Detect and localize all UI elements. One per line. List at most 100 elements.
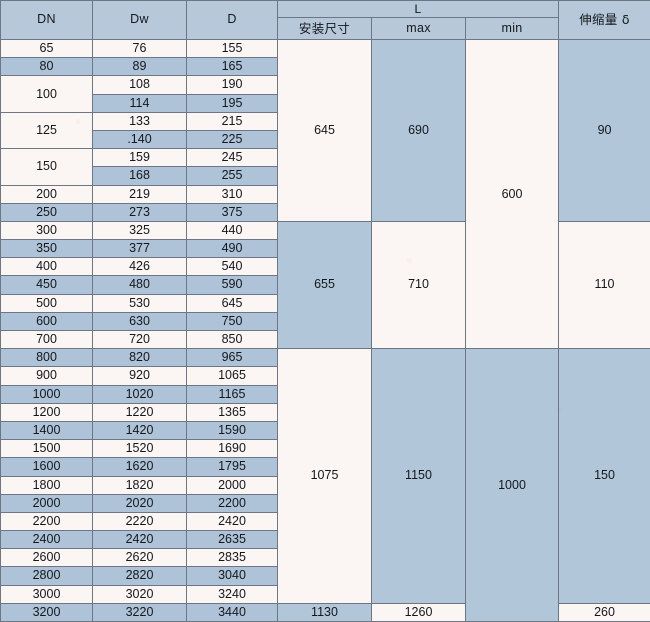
cell-install: 655	[278, 221, 372, 348]
cell-dw: 168	[93, 167, 187, 185]
cell-dw: 133	[93, 112, 187, 130]
cell-max: 1150	[372, 349, 466, 604]
column-header-dw: Dw	[93, 1, 187, 40]
cell-dn: 1600	[1, 458, 93, 476]
cell-d: 255	[187, 167, 278, 185]
cell-install: 645	[278, 40, 372, 222]
cell-dw: 1020	[93, 385, 187, 403]
cell-dn: 400	[1, 258, 93, 276]
cell-d: 1690	[187, 440, 278, 458]
cell-dn: 1200	[1, 403, 93, 421]
cell-dn: 250	[1, 203, 93, 221]
cell-dn: 2000	[1, 494, 93, 512]
cell-delta: 150	[559, 349, 650, 604]
cell-dn: 1800	[1, 476, 93, 494]
cell-dw: 1620	[93, 458, 187, 476]
cell-d: 310	[187, 185, 278, 203]
cell-dw: 325	[93, 221, 187, 239]
table-header: DN Dw D L 伸缩量 δ 安装尺寸 max min	[1, 1, 650, 40]
cell-dn: 65	[1, 40, 93, 58]
cell-d: 2635	[187, 531, 278, 549]
cell-dw: 114	[93, 94, 187, 112]
cell-dw: 76	[93, 40, 187, 58]
cell-dw: 1820	[93, 476, 187, 494]
cell-d: 245	[187, 149, 278, 167]
cell-dn: 2400	[1, 531, 93, 549]
cell-dw: 377	[93, 240, 187, 258]
cell-dw: 2820	[93, 567, 187, 585]
cell-d: 965	[187, 349, 278, 367]
cell-d: 1590	[187, 421, 278, 439]
cell-dw: 1220	[93, 403, 187, 421]
cell-dn: 1500	[1, 440, 93, 458]
cell-dw: 630	[93, 312, 187, 330]
cell-dw: 273	[93, 203, 187, 221]
cell-d: 850	[187, 331, 278, 349]
cell-d: 215	[187, 112, 278, 130]
cell-max: 710	[372, 221, 466, 348]
cell-dn: 1000	[1, 385, 93, 403]
cell-d: 165	[187, 58, 278, 76]
cell-d: 540	[187, 258, 278, 276]
cell-max: 690	[372, 40, 466, 222]
cell-d: 3240	[187, 585, 278, 603]
cell-dn: 100	[1, 76, 93, 112]
cell-dw: 920	[93, 367, 187, 385]
cell-delta: 90	[559, 40, 650, 222]
cell-dn: 450	[1, 276, 93, 294]
cell-dw: 108	[93, 76, 187, 94]
cell-d: 1365	[187, 403, 278, 421]
cell-d: 440	[187, 221, 278, 239]
cell-dw: 2620	[93, 549, 187, 567]
cell-dw: 2220	[93, 512, 187, 530]
cell-d: 155	[187, 40, 278, 58]
cell-dw: 2420	[93, 531, 187, 549]
cell-d: 3440	[187, 603, 278, 621]
cell-d: 490	[187, 240, 278, 258]
cell-dw: 1520	[93, 440, 187, 458]
cell-d: 1065	[187, 367, 278, 385]
cell-dn: 80	[1, 58, 93, 76]
cell-d: 590	[187, 276, 278, 294]
cell-dn: 200	[1, 185, 93, 203]
cell-min: 1000	[466, 349, 559, 622]
column-header-max: max	[372, 18, 466, 40]
cell-d: 190	[187, 76, 278, 94]
cell-d: 645	[187, 294, 278, 312]
cell-d: 225	[187, 130, 278, 148]
column-header-delta: 伸缩量 δ	[559, 1, 650, 40]
cell-d: 195	[187, 94, 278, 112]
cell-dn: 350	[1, 240, 93, 258]
cell-dn: 500	[1, 294, 93, 312]
column-header-install: 安装尺寸	[278, 18, 372, 40]
cell-dn: 2600	[1, 549, 93, 567]
cell-dn: 150	[1, 149, 93, 185]
cell-dn: 2200	[1, 512, 93, 530]
cell-dw: 820	[93, 349, 187, 367]
cell-install: 1130	[278, 603, 372, 621]
column-header-d: D	[187, 1, 278, 40]
cell-dn: 800	[1, 349, 93, 367]
cell-dn: 3200	[1, 603, 93, 621]
cell-d: 1795	[187, 458, 278, 476]
cell-d: 3040	[187, 567, 278, 585]
cell-min: 600	[466, 40, 559, 349]
cell-dn: 2800	[1, 567, 93, 585]
cell-dw: 480	[93, 276, 187, 294]
cell-d: 2835	[187, 549, 278, 567]
cell-install: 1075	[278, 349, 372, 604]
cell-dn: 300	[1, 221, 93, 239]
cell-d: 2420	[187, 512, 278, 530]
cell-d: 2200	[187, 494, 278, 512]
cell-dw: .140	[93, 130, 187, 148]
cell-dn: 600	[1, 312, 93, 330]
column-header-min: min	[466, 18, 559, 40]
column-header-dn: DN	[1, 1, 93, 40]
cell-dw: 2020	[93, 494, 187, 512]
cell-dn: 125	[1, 112, 93, 148]
cell-d: 375	[187, 203, 278, 221]
cell-dw: 530	[93, 294, 187, 312]
